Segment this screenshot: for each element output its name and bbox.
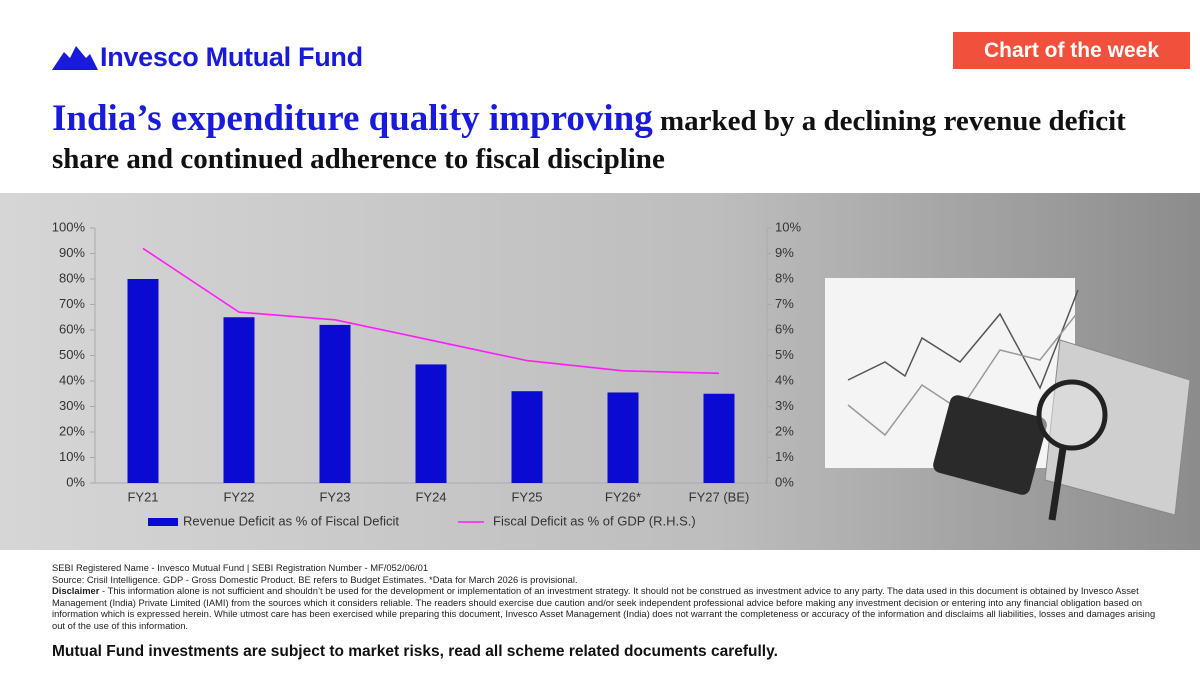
bar [319,324,351,483]
x-tick-label: FY25 [511,489,542,504]
headline-highlight: India’s expenditure quality improving [52,98,653,139]
y-tick-label: 80% [59,270,85,285]
y-tick-label: 100% [52,219,86,234]
y-tick-label: 60% [59,321,85,336]
headline-rest: marked by a declining revenue deficit sh… [52,105,1126,175]
magnifier [1036,379,1108,451]
y-tick-label: 10% [59,449,85,464]
risk-statement: Mutual Fund investments are subject to m… [52,643,778,660]
headline: India’s expenditure quality improving ma… [52,100,1172,178]
y-tick-label: 20% [59,423,85,438]
disclaimer-block: Disclaimer - This information alone is n… [52,585,1162,631]
badge: Chart of the week [953,32,1190,69]
legend-swatch [148,518,178,526]
x-tick-label: FY23 [319,489,350,504]
bar [511,391,543,483]
y2-tick-label: 0% [775,474,794,489]
calculator [933,395,1047,495]
bar [415,364,447,483]
footnotes: SEBI Registered Name - Invesco Mutual Fu… [52,562,1162,632]
x-tick-label: FY21 [127,489,158,504]
y2-tick-label: 9% [775,245,794,260]
y2-tick-label: 10% [775,219,801,234]
registration: SEBI Registered Name - Invesco Mutual Fu… [52,562,429,573]
y-tick-label: 50% [59,347,85,362]
y-tick-label: 90% [59,245,85,260]
sketch-line [847,289,1079,390]
brand: Invesco Mutual Fund [100,42,363,72]
y2-tick-label: 1% [775,449,794,464]
logo-mark [52,46,98,70]
x-tick-label: FY27 (BE) [689,489,750,504]
bar [127,279,159,483]
y2-tick-label: 2% [775,423,794,438]
bar [223,317,255,483]
y-tick-label: 30% [59,398,85,413]
line [142,247,720,375]
x-tick-label: FY22 [223,489,254,504]
y-tick-label: 0% [66,474,85,489]
x-tick-label: FY26* [605,489,641,504]
y2-tick-label: 7% [775,296,794,311]
y2-tick-label: 8% [775,270,794,285]
illustration [825,278,1191,521]
y2-tick-label: 4% [775,372,794,387]
legend-label: Fiscal Deficit as % of GDP (R.H.S.) [493,513,696,528]
source: Source: Crisil Intelligence. GDP - Gross… [52,573,578,585]
disclaimer-label: Disclaimer [52,585,100,597]
disclaimer: - This information alone is not sufficie… [52,585,1156,631]
y-tick-label: 40% [59,372,85,387]
y2-tick-label: 3% [775,398,794,413]
bar [607,392,639,483]
y-tick-label: 70% [59,296,85,311]
legend-label: Revenue Deficit as % of Fiscal Deficit [183,513,399,528]
bar [703,393,735,483]
magnifier-handle [1048,447,1067,521]
y2-tick-label: 6% [775,321,794,336]
x-tick-label: FY24 [415,489,446,504]
y2-tick-label: 5% [775,347,794,362]
